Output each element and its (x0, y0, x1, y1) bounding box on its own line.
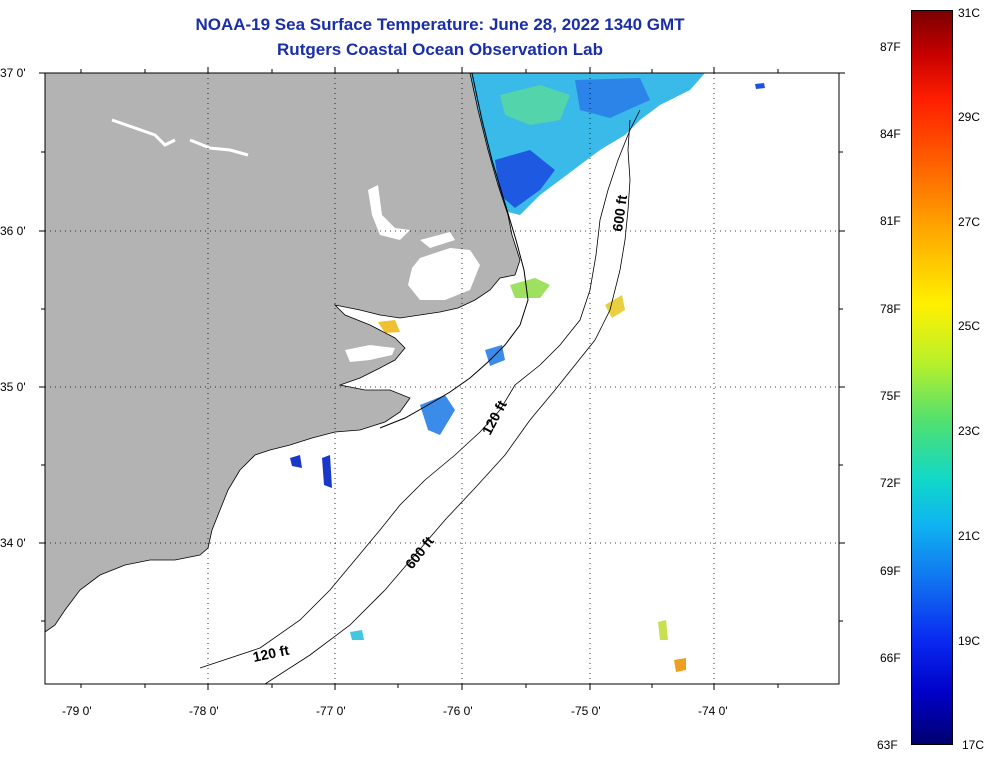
sst-patch-mid1 (510, 278, 550, 298)
sst-patch-north-green (500, 85, 570, 125)
colorbar-label-66f: 66F (880, 651, 901, 665)
colorbar-label-84f: 84F (880, 127, 901, 141)
colorbar-label-63f: 63F (877, 738, 898, 752)
sst-patch-east (605, 295, 625, 318)
lat-label-36: 36 0' (0, 224, 26, 238)
lake-mattamuskeet (420, 232, 455, 248)
lat-label-37: 37 0' (0, 66, 26, 80)
map-subtitle: Rutgers Coastal Ocean Observation Lab (277, 40, 603, 59)
sst-patch-se1 (658, 620, 668, 640)
lon-label-74: -74 0' (698, 704, 728, 718)
contour-600ft (264, 119, 631, 684)
gridlines (45, 73, 839, 684)
lon-label-78: -78 0' (189, 704, 219, 718)
colorbar-label-25c: 25C (958, 319, 981, 333)
lon-label-79: -79 0' (62, 704, 92, 718)
colorbar-label-17c: 17C (962, 738, 985, 752)
colorbar-label-81f: 81F (880, 214, 901, 228)
contour-label-120-south: 120 ft (251, 642, 290, 665)
contour-label-600-north: 600 ft (609, 194, 630, 233)
sst-patch-cape2 (322, 455, 332, 488)
sst-patch-north-blue (495, 150, 555, 208)
temperature-colorbar (911, 10, 953, 745)
sst-patch-pt (378, 320, 400, 333)
map-frame (44, 72, 840, 685)
colorbar-label-21c: 21C (958, 529, 981, 543)
land-mass (45, 73, 521, 633)
river-roanoke (111, 118, 176, 147)
outer-banks (379, 73, 529, 429)
map-content (45, 73, 839, 684)
sst-patch-ne-dot (755, 83, 765, 89)
lon-label-75: -75 0' (571, 704, 601, 718)
colorbar-label-69f: 69F (880, 564, 901, 578)
lat-label-35: 35 0' (0, 380, 26, 394)
lon-label-77: -77 0' (316, 704, 346, 718)
colorbar-label-72f: 72F (880, 476, 901, 490)
colorbar-label-27c: 27C (958, 215, 981, 229)
river-neuse (345, 345, 395, 362)
colorbar-label-78f: 78F (880, 302, 901, 316)
colorbar-label-87f: 87F (880, 40, 901, 54)
colorbar-label-19c: 19C (958, 634, 981, 648)
sst-patch-sw (350, 630, 364, 640)
map-title: NOAA-19 Sea Surface Temperature: June 28… (195, 15, 685, 34)
colorbar-label-29c: 29C (958, 110, 981, 124)
colorbar-label-23c: 23C (958, 424, 981, 438)
colorbar-label-31c: 31C (958, 6, 981, 20)
sst-patch-cape (290, 455, 302, 468)
colorbar-label-75f: 75F (880, 389, 901, 403)
sound-pamlico (408, 248, 480, 300)
sound-albemarle (368, 185, 410, 240)
axis-ticks (39, 67, 845, 690)
river-tar (189, 138, 249, 157)
sst-patch-north-blue2 (575, 78, 650, 118)
lat-label-34: 34 0' (0, 536, 26, 550)
contour-120ft (199, 109, 641, 669)
sst-patch-se2 (674, 658, 686, 672)
lon-label-76: -76 0' (443, 704, 473, 718)
